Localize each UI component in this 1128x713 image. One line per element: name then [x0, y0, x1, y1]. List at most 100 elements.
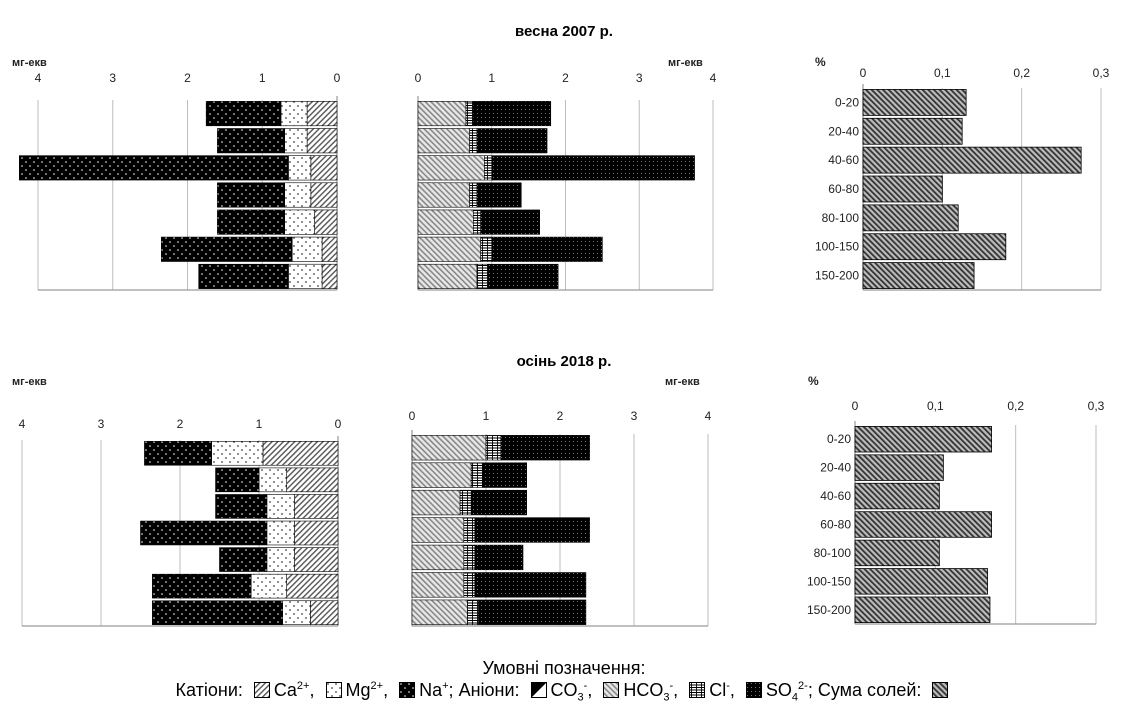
bar-cl: [473, 209, 481, 235]
x-tick-label: 1: [256, 417, 263, 431]
bar-sum-salts: [862, 233, 1007, 261]
bar-na: [144, 441, 212, 466]
x-tick-label: 0: [334, 71, 341, 85]
bar-so42: [487, 263, 559, 289]
bar-hco3: [417, 263, 478, 289]
bar-mg2: [284, 209, 315, 235]
bar-mg2: [258, 467, 287, 493]
legend-sum-label: Сума солей:: [817, 680, 922, 700]
unit-label: %: [815, 55, 826, 69]
legend-title: Умовні позначення:: [482, 658, 646, 678]
bar-mg2: [211, 441, 264, 466]
legend-so4: SO42-;: [765, 680, 813, 704]
x-tick-label: 3: [636, 71, 643, 85]
legend-ca-swatch: [253, 682, 270, 698]
bar-so42: [491, 155, 695, 181]
bar-so42: [476, 128, 548, 154]
bar-sum-salts: [862, 89, 967, 116]
bar-mg2: [284, 182, 312, 208]
y-tick-label: 40-60: [820, 489, 851, 503]
legend-na-swatch: [399, 682, 416, 698]
bar-so42: [478, 599, 587, 625]
bar-na: [215, 494, 268, 519]
title-autumn-2018: осінь 2018 р.: [517, 353, 612, 370]
bar-sum-salts: [862, 117, 963, 145]
bar-sum-salts: [862, 146, 1082, 174]
bar-ca2: [262, 441, 339, 466]
x-tick-label: 0,2: [1007, 399, 1024, 413]
legend-so4-swatch: [745, 682, 762, 698]
x-tick-label: 1: [259, 71, 266, 85]
bar-ca2: [321, 236, 338, 262]
y-tick-label: 60-80: [828, 182, 859, 196]
bar-mg2: [282, 600, 311, 625]
unit-label: мг-екв: [12, 376, 47, 388]
bar-hco3: [417, 155, 485, 181]
x-tick-label: 3: [98, 417, 105, 431]
bar-so42: [481, 462, 527, 488]
unit-label: %: [808, 374, 819, 388]
bar-hco3: [417, 101, 467, 127]
legend-sum-swatch: [932, 682, 949, 698]
legend-anions-label: Аніони:: [458, 680, 520, 700]
bar-so42: [500, 435, 590, 461]
bar-cl: [463, 517, 476, 543]
x-tick-label: 2: [177, 417, 184, 431]
bar-cl: [459, 489, 472, 516]
bar-hco3: [417, 182, 470, 208]
x-tick-label: 1: [488, 71, 495, 85]
unit-label: мг-екв: [668, 57, 703, 69]
x-tick-label: 3: [109, 71, 116, 85]
spring-2007-sum-chart: 0 0,1 0,2 0,3% 0-20 20-40 40-60 60-80 80-100 100-…: [815, 55, 1110, 291]
bar-cl: [463, 544, 476, 571]
bar-mg2: [250, 573, 287, 599]
bar-hco3: [411, 544, 465, 571]
legend-hco3-swatch: [603, 682, 620, 698]
y-tick-label: 20-40: [820, 461, 851, 475]
legend-co3: CO3-,: [550, 680, 593, 704]
spring-2007-cations-chart: 0 1 2 3 4 мг-екв: [12, 57, 341, 291]
bar-na: [217, 209, 285, 235]
bar-na: [198, 263, 289, 289]
bar-mg2: [266, 494, 295, 519]
bar-mg2: [266, 520, 295, 546]
bar-cl: [480, 236, 493, 262]
y-tick-label: 80-100: [814, 546, 852, 560]
y-tick-label: 100-150: [815, 240, 859, 254]
bar-hco3: [411, 572, 465, 598]
bar-so42: [474, 544, 524, 571]
bar-na: [217, 182, 285, 208]
bar-so42: [470, 489, 528, 516]
bar-ca2: [310, 155, 338, 181]
bar-ca2: [286, 573, 339, 599]
y-tick-label: 20-40: [828, 124, 859, 138]
x-tick-label: 1: [483, 409, 490, 423]
legend-mg-swatch: [325, 682, 342, 698]
bar-hco3: [411, 435, 487, 461]
legend-cl: Cl-,: [709, 680, 735, 700]
bar-ca2: [286, 467, 339, 493]
bar-hco3: [411, 489, 461, 516]
bar-sum-salts: [862, 175, 943, 203]
bar-cl: [470, 462, 483, 488]
bar-mg2: [291, 236, 323, 262]
y-tick-label: 0-20: [827, 432, 851, 446]
x-tick-label: 0,3: [1088, 399, 1105, 413]
spring-2007-anions-chart: 0 1 2 3 4 мг-екв: [415, 57, 717, 291]
y-tick-label: 80-100: [822, 211, 860, 225]
bar-cl: [469, 182, 478, 208]
bar-ca2: [294, 547, 339, 572]
bar-sum-salts: [862, 204, 959, 232]
autumn-2018-anions-chart: 0 1 2 3 4 мг-екв: [409, 376, 712, 627]
bar-ca2: [310, 182, 338, 208]
bar-na: [19, 155, 289, 181]
bar-mg2: [288, 263, 323, 289]
bar-mg2: [288, 155, 312, 181]
bar-sum-salts: [862, 262, 975, 289]
bar-so42: [476, 182, 522, 208]
legend-co3-swatch: [530, 682, 547, 698]
unit-label: мг-екв: [665, 376, 700, 388]
x-tick-label: 0: [335, 417, 342, 431]
bar-sum-salts: [854, 454, 944, 481]
